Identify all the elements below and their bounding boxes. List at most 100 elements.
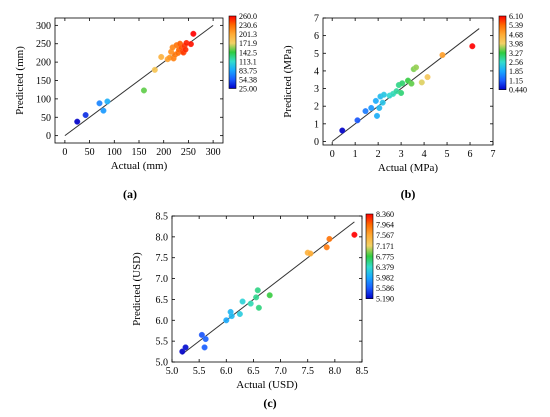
panel-b: 0 1 2 3 4 5 6 7 0 1 2 3 4 5 6 7 Actual (MPa) Predicted (M…	[282, 12, 527, 201]
y-tick-label: 250	[36, 39, 51, 50]
colorbar-tick-label: 4.68	[509, 30, 523, 39]
x-axis-label: Actual (mm)	[111, 160, 168, 172]
x-tick-label: 5.5	[193, 366, 206, 377]
data-point	[158, 53, 165, 61]
data-point	[247, 300, 254, 307]
data-point	[254, 287, 261, 294]
x-tick-label: 250	[181, 147, 196, 158]
y-tick-label: 7.5	[156, 253, 169, 264]
data-point	[380, 91, 387, 98]
x-tick-label: 50	[85, 147, 95, 158]
data-point	[372, 97, 379, 104]
y-tick-label: 8.0	[156, 232, 169, 243]
x-tick-label: 1	[353, 149, 358, 160]
colorbar-tick-label: 6.10	[509, 12, 523, 21]
data-point	[202, 336, 209, 343]
y-tick-label: 7.0	[156, 274, 169, 285]
y-tick-label: 100	[36, 94, 51, 105]
x-tick-label: 5	[445, 149, 450, 160]
x-tick-label: 6	[468, 149, 473, 160]
data-point	[104, 98, 111, 105]
colorbar-tick-label: 230.6	[239, 21, 257, 30]
data-point	[100, 107, 107, 114]
colorbar-tick-label: 6.775	[376, 252, 394, 261]
y-tick-label: 150	[36, 76, 51, 87]
y-tick-label: 200	[36, 58, 51, 69]
data-point	[412, 64, 420, 71]
x-tick-label: 7	[491, 149, 496, 160]
data-point	[326, 235, 333, 242]
colorbar-tick-label: 5.39	[509, 21, 523, 30]
data-point	[351, 231, 358, 238]
data-point	[187, 41, 194, 48]
y-axis-label: Predicted (MPa)	[282, 45, 294, 118]
colorbar-tick-label: 3.27	[509, 49, 523, 58]
x-tick-label: 7.5	[301, 366, 314, 377]
colorbar-tick-label: 142.5	[239, 48, 257, 57]
colorbar	[365, 213, 374, 299]
data-point	[151, 66, 158, 73]
data-point	[96, 100, 103, 107]
y-tick-label: 6.5	[156, 295, 169, 306]
data-point	[379, 99, 386, 106]
colorbar-tick-label: 8.360	[376, 210, 394, 219]
colorbar-tick-label: 25.00	[239, 85, 257, 94]
data-point	[368, 104, 375, 112]
data-point	[179, 348, 186, 355]
data-point	[354, 117, 361, 124]
data-point	[469, 43, 476, 50]
panel-c: 5.0 5.5 6.0 6.5 7.0 7.5 8.0 8.5 5.0 5.5 6.0 6.5 7.0 7…	[131, 210, 394, 410]
x-tick-label: 3	[399, 149, 404, 160]
y-tick-label: 3	[314, 84, 319, 95]
colorbar-tick-label: 113.1	[239, 57, 257, 66]
y-tick-label: 0	[46, 131, 51, 142]
panel-label: (b)	[401, 187, 416, 201]
data-point	[399, 80, 406, 87]
y-tick-label: 4	[314, 66, 319, 77]
data-point	[373, 112, 381, 119]
x-tick-label: 7.0	[274, 366, 287, 377]
data-point	[418, 79, 425, 86]
colorbar-tick-label: 7.964	[376, 221, 394, 230]
y-tick-label: 5.0	[156, 358, 169, 369]
colorbar-tick-label: 3.98	[509, 40, 523, 49]
colorbar-tick-label: 1.85	[509, 67, 523, 76]
y-axis-label: Predicted (mm)	[14, 46, 26, 115]
colorbar-tick-label: 5.190	[376, 295, 394, 304]
colorbar-tick-label: 171.9	[239, 39, 257, 48]
data-point	[182, 46, 189, 53]
x-tick-label: 2	[376, 149, 381, 160]
x-tick-label: 150	[132, 147, 147, 158]
colorbar-tick-label: 260.0	[239, 12, 257, 21]
colorbar-tick-label: 5.982	[376, 274, 394, 283]
x-tick-label: 8.0	[329, 366, 342, 377]
colorbar-tick-label: 0.440	[509, 86, 527, 95]
data-point	[253, 294, 260, 301]
colorbar	[498, 15, 507, 90]
data-point	[223, 317, 230, 324]
y-tick-label: 2	[314, 102, 319, 113]
data-point	[376, 104, 383, 112]
panel-label: (c)	[263, 396, 276, 410]
x-tick-label: 0	[62, 147, 67, 158]
data-point	[408, 80, 415, 87]
panel-a: 0 50 100 150 200 250 300 0 50 100 150 200 250 300 Actu…	[14, 12, 257, 201]
y-tick-label: 7	[314, 14, 319, 25]
x-tick-label: 5.0	[166, 366, 179, 377]
x-tick-label: 6.0	[220, 366, 233, 377]
data-point	[228, 313, 235, 320]
plot-frame	[322, 17, 494, 146]
x-tick-label: 4	[422, 149, 427, 160]
colorbar-tick-label: 6.379	[376, 263, 394, 272]
data-point	[439, 51, 446, 59]
panel-label: (a)	[123, 187, 137, 201]
colorbar-tick-label: 7.171	[376, 242, 394, 251]
data-point	[307, 250, 314, 257]
y-tick-label: 300	[36, 21, 51, 32]
data-point	[266, 292, 273, 299]
x-axis-label: Actual (MPa)	[378, 162, 439, 174]
data-point	[255, 304, 262, 311]
y-tick-label: 5	[314, 49, 319, 60]
colorbar-tick-label: 54.38	[239, 75, 257, 84]
